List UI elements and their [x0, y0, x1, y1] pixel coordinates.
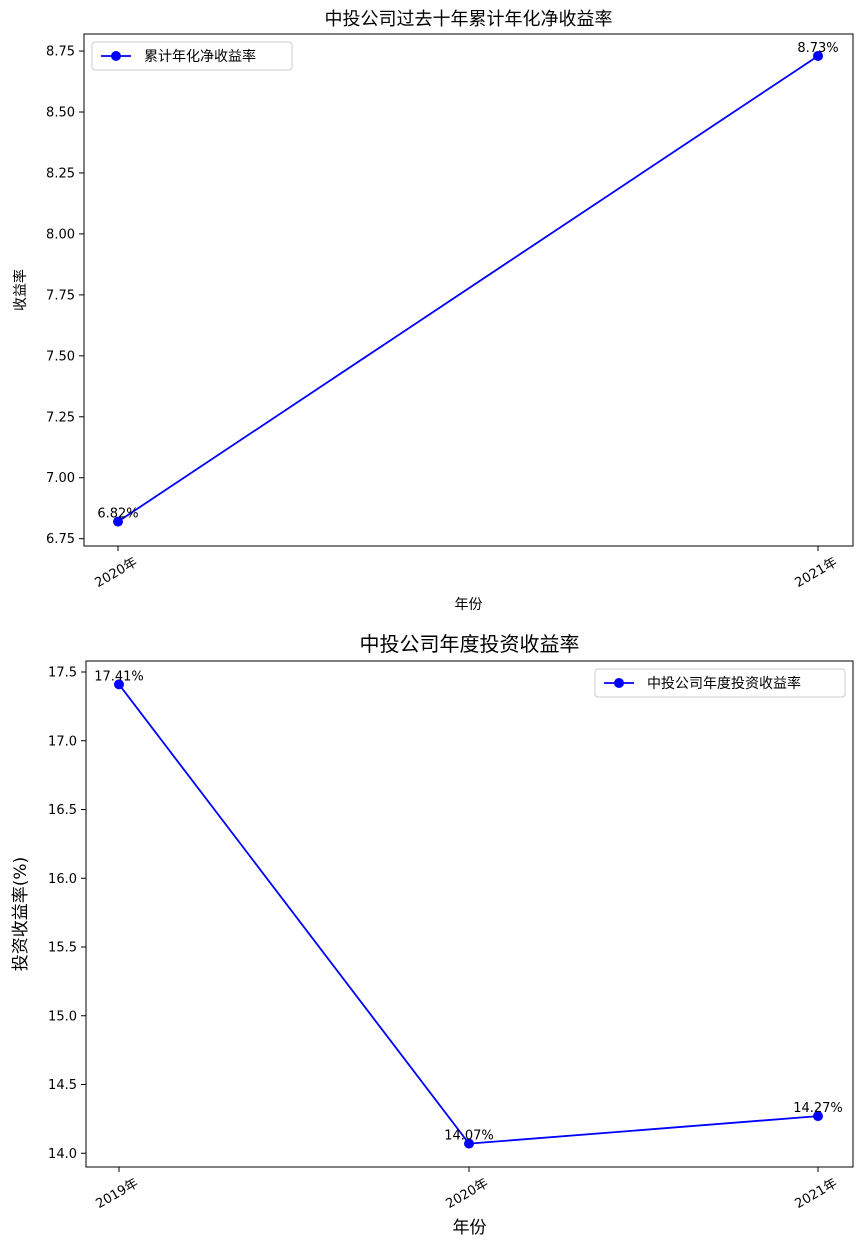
y-tick-label: 6.75	[46, 532, 75, 547]
x-tick-label: 2020年	[93, 555, 140, 591]
y-tick-label: 17.5	[48, 666, 77, 681]
y-axis-label-1: 收益率	[12, 269, 29, 311]
legend-label: 累计年化净收益率	[144, 48, 256, 65]
y-tick-label: 7.25	[46, 410, 75, 425]
data-label: 6.82%	[97, 507, 138, 522]
legend-label: 中投公司年度投资收益率	[647, 675, 801, 692]
y-tick-label: 15.5	[48, 941, 77, 956]
data-label: 14.27%	[793, 1101, 843, 1116]
x-tick-label: 2021年	[793, 555, 840, 591]
x-axis-label-1: 年份	[455, 597, 483, 613]
y-tick-label: 7.00	[46, 471, 75, 486]
x-axis-label-2: 年份	[453, 1218, 487, 1238]
x-tick-label: 2020年	[444, 1176, 491, 1212]
plot-frame-2	[85, 660, 854, 1168]
data-label: 8.73%	[797, 41, 838, 56]
y-tick-label: 16.0	[48, 872, 77, 887]
legend-marker-swatch	[614, 678, 624, 688]
x-tick-label: 2019年	[94, 1176, 141, 1212]
y-axis-label-2: 投资收益率(%)	[11, 857, 31, 971]
y-tick-label: 14.0	[48, 1147, 77, 1162]
legend-box-2	[594, 668, 846, 698]
y-tick-label: 14.5	[48, 1078, 77, 1093]
y-tick-label: 8.75	[46, 45, 75, 60]
data-point	[813, 1111, 823, 1122]
series-line-1	[117, 55, 819, 523]
chart-title-2: 中投公司年度投资收益率	[360, 632, 580, 656]
chart-title-1: 中投公司过去十年累计年化净收益率	[325, 9, 613, 30]
data-point	[113, 516, 123, 527]
legend-marker-swatch	[111, 51, 121, 61]
data-point	[813, 50, 823, 61]
data-point	[114, 679, 124, 690]
y-tick-label: 8.00	[46, 227, 75, 242]
series-line-2	[118, 683, 819, 1145]
data-point	[464, 1138, 474, 1149]
x-tick-label: 2021年	[793, 1176, 840, 1212]
y-tick-label: 16.5	[48, 803, 77, 818]
y-tick-label: 8.50	[46, 106, 75, 121]
data-label: 14.07%	[444, 1129, 494, 1144]
data-label: 17.41%	[94, 669, 144, 684]
plot-frame-1	[83, 33, 854, 547]
y-tick-label: 7.50	[46, 349, 75, 364]
y-tick-label: 15.0	[48, 1009, 77, 1024]
y-tick-label: 8.25	[46, 166, 75, 181]
y-tick-label: 17.0	[48, 734, 77, 749]
legend-box-1	[91, 41, 293, 71]
y-tick-label: 7.75	[46, 288, 75, 303]
